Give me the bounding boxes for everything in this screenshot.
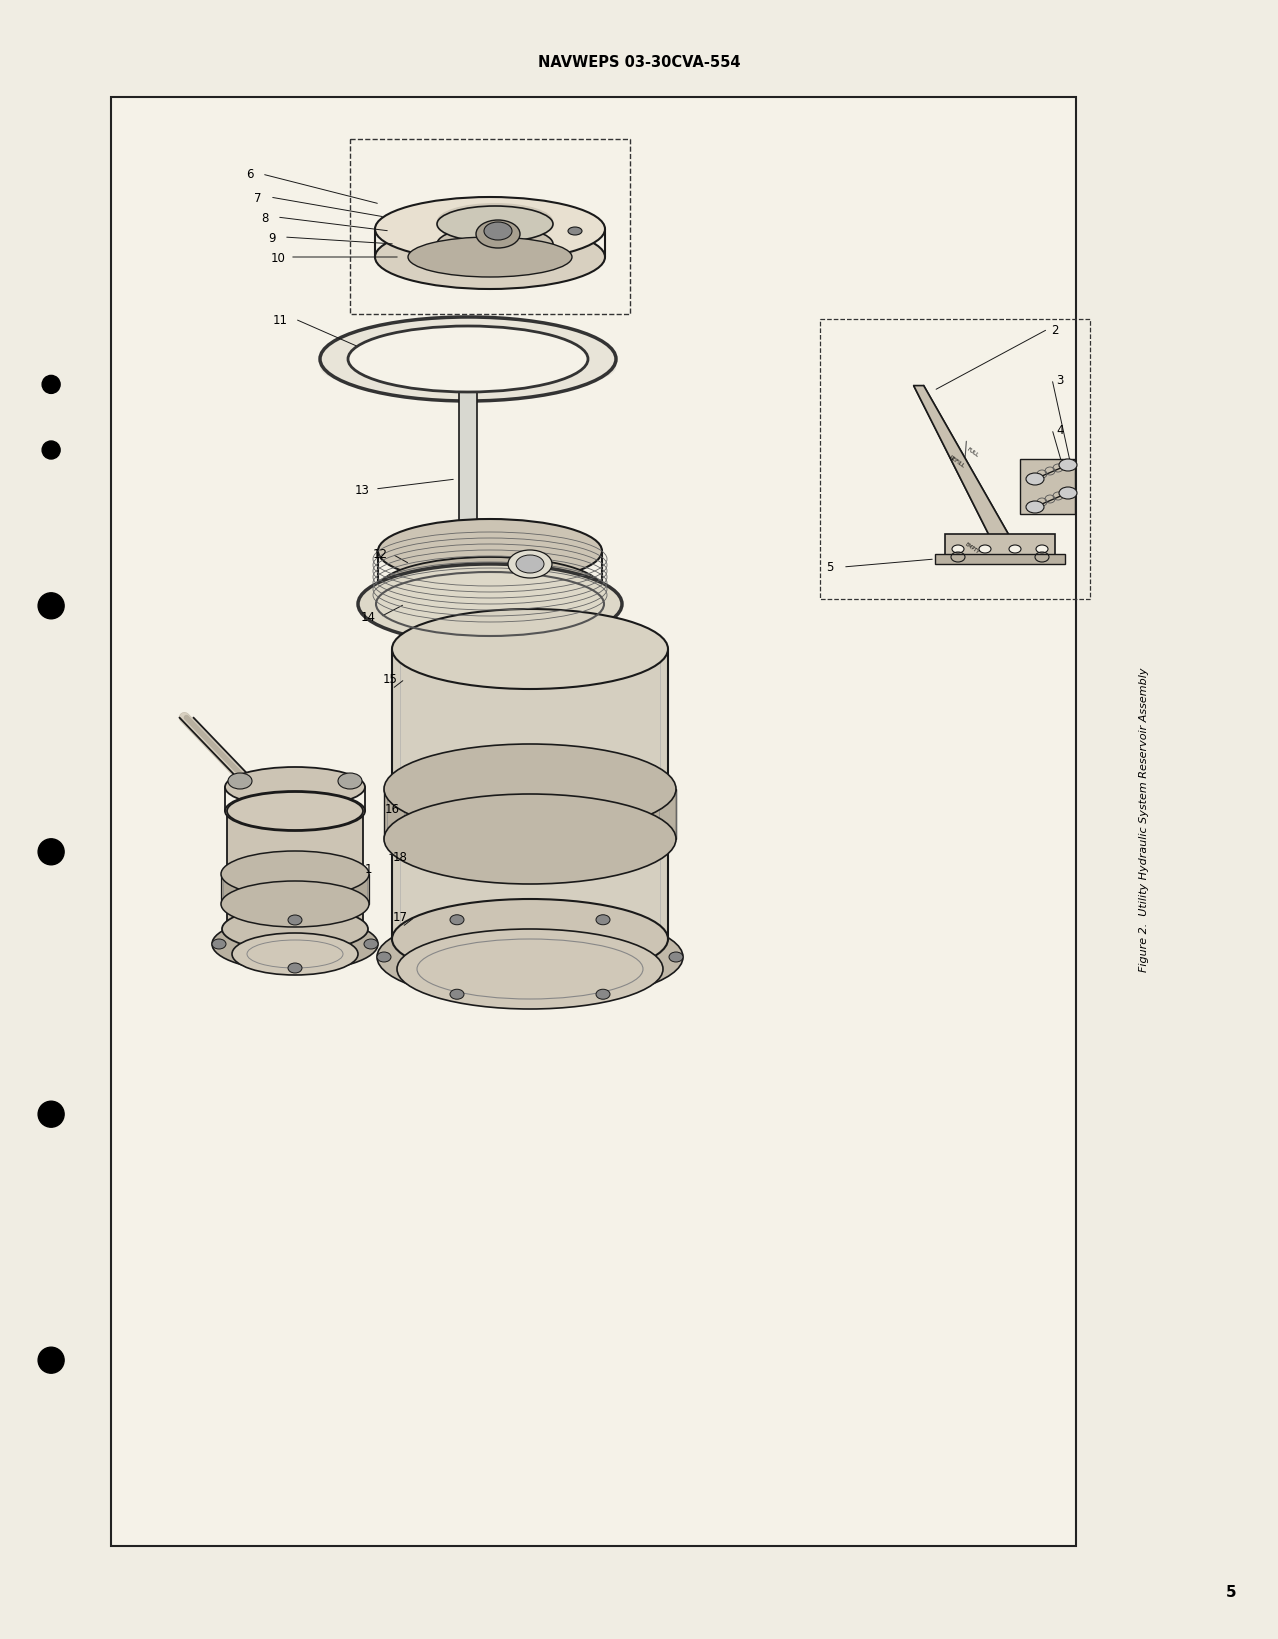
Circle shape — [42, 377, 60, 393]
Ellipse shape — [383, 795, 676, 885]
Text: 5: 5 — [827, 561, 833, 574]
Circle shape — [38, 1347, 64, 1373]
Ellipse shape — [225, 792, 366, 831]
Text: EMPTY: EMPTY — [964, 541, 980, 554]
Text: 4: 4 — [1056, 423, 1063, 436]
Ellipse shape — [377, 913, 682, 1003]
Bar — [820, 320, 1090, 600]
Ellipse shape — [383, 744, 676, 834]
Ellipse shape — [337, 774, 362, 790]
Circle shape — [38, 593, 64, 620]
Ellipse shape — [475, 221, 520, 249]
Ellipse shape — [392, 900, 668, 980]
Text: 18: 18 — [392, 851, 408, 864]
Ellipse shape — [233, 934, 358, 975]
Ellipse shape — [288, 916, 302, 926]
Ellipse shape — [225, 767, 366, 808]
Ellipse shape — [227, 793, 363, 831]
Bar — [459, 390, 477, 529]
Ellipse shape — [516, 556, 544, 574]
Text: 10: 10 — [271, 251, 285, 264]
Ellipse shape — [227, 774, 252, 790]
Ellipse shape — [408, 238, 573, 279]
Ellipse shape — [979, 546, 990, 554]
Ellipse shape — [378, 520, 602, 583]
Ellipse shape — [437, 226, 553, 262]
Text: 5: 5 — [1226, 1583, 1236, 1600]
Text: 6: 6 — [247, 169, 254, 182]
Ellipse shape — [596, 915, 610, 924]
Ellipse shape — [374, 226, 604, 290]
Text: 8: 8 — [261, 211, 268, 225]
Text: 17: 17 — [392, 911, 408, 924]
Text: REFILL: REFILL — [947, 456, 965, 469]
Text: 2: 2 — [1052, 323, 1058, 336]
Ellipse shape — [450, 990, 464, 1000]
Bar — [221, 875, 369, 905]
Ellipse shape — [392, 610, 668, 690]
Text: Figure 2.  Utility Hydraulic System Reservoir Assembly: Figure 2. Utility Hydraulic System Reser… — [1139, 667, 1149, 972]
Text: NAVWEPS 03-30CVA-554: NAVWEPS 03-30CVA-554 — [538, 54, 740, 70]
Circle shape — [38, 839, 64, 865]
Ellipse shape — [1026, 502, 1044, 513]
Bar — [350, 139, 630, 315]
Text: 7: 7 — [254, 192, 262, 205]
Ellipse shape — [668, 952, 682, 962]
Text: 12: 12 — [372, 547, 387, 561]
Ellipse shape — [348, 326, 588, 393]
Ellipse shape — [358, 565, 622, 644]
Ellipse shape — [397, 929, 663, 1010]
Bar — [944, 534, 1056, 557]
Circle shape — [42, 443, 60, 459]
Text: 1: 1 — [364, 864, 372, 875]
Ellipse shape — [1059, 459, 1077, 472]
Text: 9: 9 — [268, 231, 276, 244]
Bar — [383, 790, 676, 839]
Ellipse shape — [596, 990, 610, 1000]
Ellipse shape — [1010, 546, 1021, 554]
Bar — [935, 554, 1065, 565]
Ellipse shape — [1036, 546, 1048, 554]
Ellipse shape — [952, 546, 964, 554]
Text: 11: 11 — [272, 313, 288, 326]
Text: 14: 14 — [360, 611, 376, 624]
Ellipse shape — [484, 223, 512, 241]
Ellipse shape — [320, 318, 616, 402]
Text: 15: 15 — [382, 674, 397, 687]
Ellipse shape — [437, 203, 553, 239]
Ellipse shape — [222, 908, 368, 951]
Ellipse shape — [374, 198, 604, 262]
Bar — [1020, 459, 1075, 515]
Ellipse shape — [378, 557, 602, 621]
Ellipse shape — [212, 918, 378, 972]
Text: 3: 3 — [1057, 374, 1063, 387]
Ellipse shape — [320, 339, 616, 395]
Text: FULL: FULL — [965, 446, 979, 457]
Ellipse shape — [221, 852, 369, 898]
Ellipse shape — [1059, 488, 1077, 500]
Ellipse shape — [212, 939, 226, 949]
Ellipse shape — [288, 964, 302, 974]
Polygon shape — [914, 387, 1010, 538]
Text: 16: 16 — [385, 803, 400, 816]
Ellipse shape — [507, 551, 552, 579]
Ellipse shape — [364, 939, 378, 949]
Text: 13: 13 — [354, 484, 369, 497]
Bar — [227, 811, 363, 929]
Ellipse shape — [377, 952, 391, 962]
Circle shape — [38, 1101, 64, 1128]
Ellipse shape — [450, 915, 464, 924]
Ellipse shape — [567, 228, 581, 236]
Bar — [111, 98, 1076, 1546]
Bar — [392, 649, 668, 939]
Ellipse shape — [437, 207, 553, 243]
Ellipse shape — [1026, 474, 1044, 485]
Ellipse shape — [221, 882, 369, 928]
